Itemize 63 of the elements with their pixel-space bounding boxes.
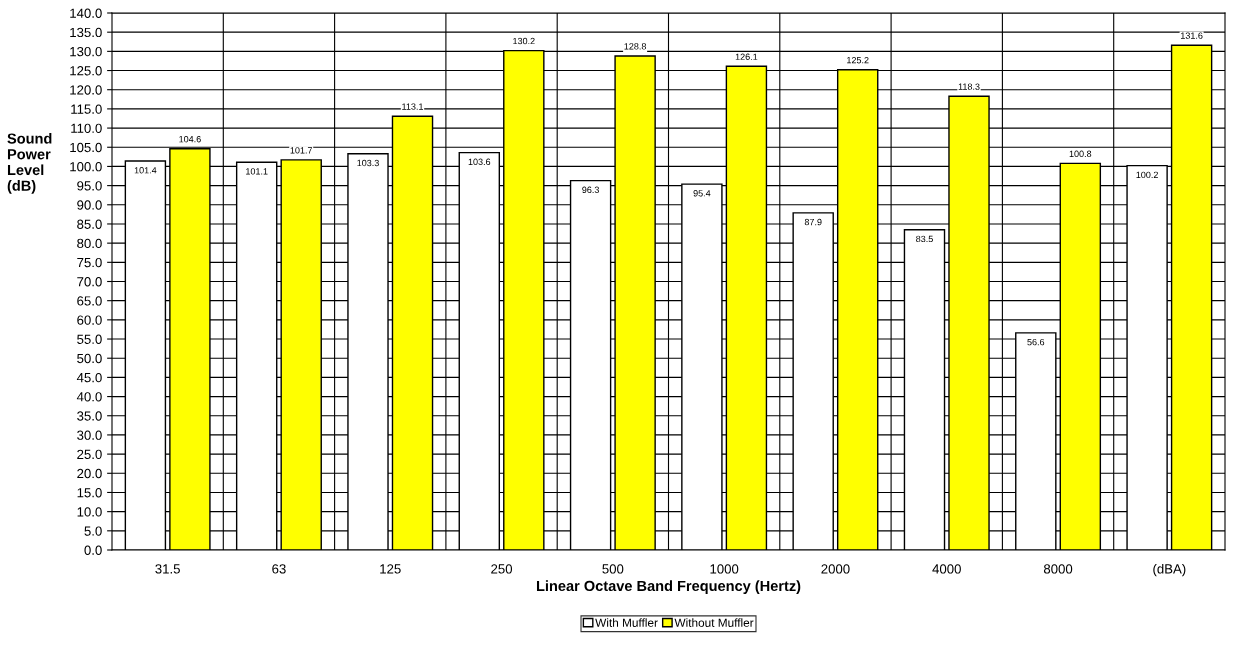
y-tick-label: 115.0: [71, 104, 102, 114]
x-tick-label: 500: [602, 564, 624, 574]
data-label: 101.7: [290, 147, 313, 154]
data-label: 100.8: [1069, 150, 1092, 157]
x-tick-label: 8000: [1043, 564, 1073, 574]
y-tick-label: 130.0: [70, 46, 102, 57]
y-tick-label: 35.0: [77, 411, 102, 421]
y-tick-label: 120.0: [70, 85, 102, 95]
y-tick-label: 45.0: [76, 372, 102, 383]
data-label: 103.3: [357, 159, 379, 167]
data-label: 56.6: [1027, 338, 1045, 346]
legend-label: Without Muffler: [674, 618, 754, 627]
y-tick-label: 60.0: [77, 315, 102, 325]
data-label: 101.4: [134, 167, 157, 174]
y-tick-label: 5.0: [84, 526, 102, 536]
data-label: 87.9: [804, 218, 822, 226]
y-tick-label: 105.0: [70, 142, 102, 153]
x-axis-title: Linear Octave Band Frequency (Hertz): [536, 580, 801, 594]
y-tick-label: 25.0: [77, 449, 102, 460]
y-tick-label: 0.0: [84, 545, 102, 555]
y-tick-label: 135.0: [70, 27, 102, 38]
data-label: 126.1: [735, 53, 758, 60]
y-tick-label: 20.0: [77, 468, 102, 479]
x-tick-label: 4000: [932, 564, 961, 574]
data-label: 128.8: [624, 43, 647, 50]
y-tick-label: 50.0: [77, 353, 102, 364]
data-label: 118.3: [958, 83, 980, 90]
data-label: 104.6: [179, 136, 201, 143]
y-tick-label: 100.0: [70, 162, 102, 172]
data-label: 101.1: [246, 168, 268, 175]
y-tick-label: 15.0: [77, 488, 102, 498]
y-tick-label: 65.0: [77, 296, 102, 306]
y-tick-label: 75.0: [77, 257, 102, 268]
data-label: 100.2: [1136, 171, 1158, 179]
data-label: 83.5: [916, 235, 933, 243]
x-tick-label: 63: [272, 564, 286, 574]
data-label: 96.3: [582, 186, 599, 194]
y-axis-title: Sound Power Level (dB): [7, 133, 52, 194]
x-tick-label: 2000: [821, 564, 850, 574]
x-tick-label: 31.5: [155, 564, 180, 574]
y-tick-label: 95.0: [77, 181, 102, 191]
y-tick-label: 10.0: [77, 507, 102, 517]
x-tick-label: 1000: [710, 564, 739, 574]
data-label: 125.2: [847, 56, 869, 64]
x-tick-label: (dBA): [1153, 563, 1186, 577]
y-tick-label: 90.0: [77, 200, 102, 210]
data-label: 103.6: [468, 158, 491, 165]
legend-label: With Muffler: [595, 618, 658, 627]
data-label: 113.1: [402, 103, 424, 110]
y-tick-label: 110.0: [71, 123, 102, 133]
y-tick-label: 40.0: [76, 392, 102, 402]
y-tick-label: 80.0: [77, 238, 102, 249]
data-label: 130.2: [513, 37, 535, 45]
x-tick-label: 250: [491, 564, 513, 574]
y-tick-label: 30.0: [77, 430, 102, 440]
y-tick-label: 125.0: [70, 66, 102, 76]
x-tick-label: 125: [380, 564, 401, 574]
y-tick-label: 85.0: [77, 219, 102, 229]
y-tick-label: 140.0: [70, 8, 102, 18]
data-label: 95.4: [693, 190, 711, 197]
y-tick-label: 55.0: [77, 334, 102, 344]
data-label: 131.6: [1181, 32, 1203, 39]
y-tick-label: 70.0: [77, 277, 102, 287]
